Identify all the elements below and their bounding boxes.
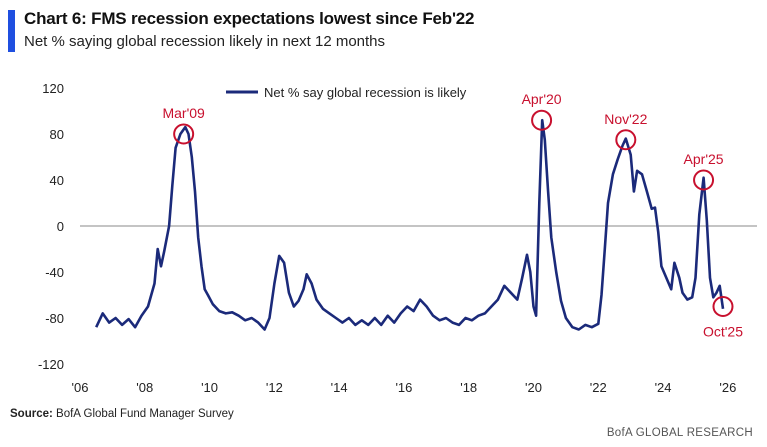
source-text: BofA Global Fund Manager Survey <box>56 408 234 420</box>
annotation-label: Apr'20 <box>522 91 562 107</box>
x-tick-label: '16 <box>395 380 412 395</box>
y-tick-label: -40 <box>45 265 64 280</box>
x-tick-label: '18 <box>460 380 477 395</box>
y-tick-label: 120 <box>42 81 64 96</box>
x-tick-label: '24 <box>655 380 672 395</box>
legend-label: Net % say global recession is likely <box>264 85 467 100</box>
y-tick-label: -120 <box>38 357 64 372</box>
x-tick-label: '14 <box>331 380 348 395</box>
y-tick-label: -80 <box>45 311 64 326</box>
x-tick-label: '20 <box>525 380 542 395</box>
x-tick-label: '22 <box>590 380 607 395</box>
chart-subtitle: Net % saying global recession likely in … <box>24 33 386 50</box>
chart-title: Chart 6: FMS recession expectations lowe… <box>24 9 475 28</box>
x-tick-label: '06 <box>72 380 89 395</box>
source-label: Source: <box>10 408 53 420</box>
annotation-circle <box>615 129 637 151</box>
annotation-label: Apr'25 <box>684 151 724 167</box>
series-line <box>95 118 725 331</box>
x-tick-label: '12 <box>266 380 283 395</box>
y-tick-label: 0 <box>57 219 64 234</box>
annotation-circle <box>712 296 734 317</box>
annotation-circle <box>173 123 195 145</box>
y-tick-label: 40 <box>50 173 64 188</box>
x-tick-label: '10 <box>201 380 218 395</box>
annotation-label: Nov'22 <box>604 111 647 127</box>
x-tick-label: '08 <box>136 380 153 395</box>
y-tick-label: 80 <box>50 127 64 142</box>
annotation-circle <box>531 109 553 131</box>
x-tick-label: '26 <box>719 380 736 395</box>
source-note: Source: BofA Global Fund Manager Survey <box>10 408 234 420</box>
brand-label: BofA GLOBAL RESEARCH <box>606 427 753 439</box>
title-accent-bar <box>8 10 15 52</box>
annotation-label: Oct'25 <box>703 324 743 340</box>
annotation-label: Mar'09 <box>162 105 205 121</box>
annotation-circle <box>693 169 715 191</box>
